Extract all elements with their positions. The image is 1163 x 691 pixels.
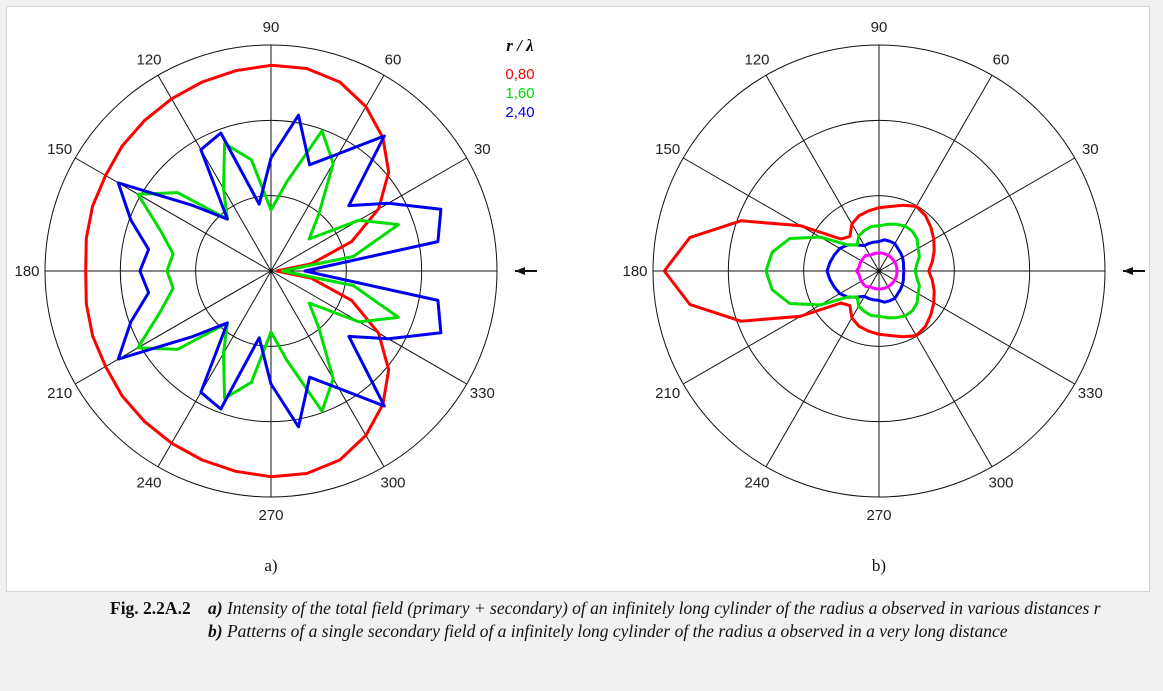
angle-label-90: 90 (263, 19, 280, 36)
angle-label-60: 60 (385, 52, 402, 69)
caption-part-a: a) Intensity of the total field (primary… (208, 597, 1150, 620)
angle-label-90: 90 (871, 19, 888, 36)
grid-spoke-120 (765, 75, 880, 272)
grid-spoke-120 (157, 75, 272, 272)
angle-label-60: 60 (993, 52, 1010, 69)
series-curve-4 (662, 203, 936, 339)
legend-r-value-3: 2,40 (505, 104, 534, 121)
grid-spoke-240 (765, 270, 880, 467)
figure-caption: Fig. 2.2A.2 a) Intensity of the total fi… (110, 597, 1150, 643)
series-curve-2 (825, 238, 906, 304)
caption-b-label: b) (208, 621, 223, 641)
polar-chart-b: 30 60 90 120 150 180 210 240 270 300 330 b) (622, 19, 1145, 575)
grid-spoke-240 (157, 270, 272, 467)
incident-arrow-head (1123, 267, 1133, 275)
caption-body: a) Intensity of the total field (primary… (208, 597, 1150, 643)
grid-spoke-30 (878, 157, 1075, 272)
grid-spoke-150 (683, 157, 880, 272)
caption-part-b: b) Patterns of a single secondary field … (208, 620, 1150, 643)
angle-label-210: 210 (47, 385, 72, 402)
series-curve-1 (854, 251, 899, 291)
grid-spoke-150 (75, 157, 272, 272)
angle-label-330: 330 (470, 385, 495, 402)
angle-label-270: 270 (258, 507, 283, 524)
angle-label-180: 180 (622, 263, 647, 280)
angle-label-240: 240 (136, 474, 161, 491)
angle-label-120: 120 (744, 52, 769, 69)
caption-b-text: Patterns of a single secondary field of … (226, 621, 1008, 641)
angle-label-150: 150 (47, 141, 72, 158)
series-curve-3 (116, 113, 443, 429)
angle-label-120: 120 (136, 52, 161, 69)
angle-label-30: 30 (474, 141, 491, 158)
angle-label-150: 150 (655, 141, 680, 158)
legend-header-r: r / λ (506, 36, 534, 55)
caption-label: Fig. 2.2A.2 (110, 598, 191, 618)
grid-spoke-30 (270, 157, 467, 272)
grid-spoke-300 (878, 270, 993, 467)
series-curve-3 (764, 222, 921, 320)
legend-r-value-1: 0,80 (505, 66, 534, 83)
angle-label-30: 30 (1082, 141, 1099, 158)
angle-label-270: 270 (866, 507, 891, 524)
series-curve-1 (84, 63, 391, 479)
panel-label: b) (872, 556, 886, 575)
grid-spoke-330 (270, 270, 467, 385)
grid-spoke-210 (75, 270, 272, 385)
caption-a-label: a) (208, 598, 223, 618)
legend-r-value-2: 1,60 (505, 85, 534, 102)
grid-spoke-60 (878, 75, 993, 272)
grid-spoke-210 (683, 270, 880, 385)
angle-label-330: 330 (1078, 385, 1103, 402)
angle-label-300: 300 (988, 474, 1013, 491)
angle-label-240: 240 (744, 474, 769, 491)
angle-label-180: 180 (14, 263, 39, 280)
incident-arrow-head (515, 267, 525, 275)
grid-spoke-330 (878, 270, 1075, 385)
caption-a-text: Intensity of the total field (primary + … (226, 598, 1101, 618)
series-curve-2 (136, 129, 400, 413)
angle-label-210: 210 (655, 385, 680, 402)
angle-label-300: 300 (380, 474, 405, 491)
panel-label: a) (264, 556, 277, 575)
